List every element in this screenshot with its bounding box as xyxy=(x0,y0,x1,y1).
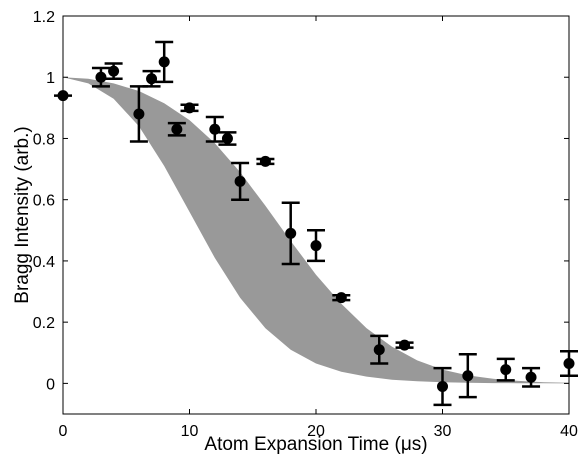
y-axis-label: Bragg Intensity (arb.) xyxy=(12,126,33,303)
x-tick-label: 10 xyxy=(181,423,199,440)
data-marker xyxy=(209,123,221,135)
data-point-2 xyxy=(104,62,123,81)
data-marker xyxy=(184,102,195,114)
y-tick-label: 0 xyxy=(46,376,55,393)
x-tick-label: 20 xyxy=(307,423,325,440)
data-marker xyxy=(158,56,170,68)
data-marker xyxy=(146,73,158,85)
data-marker xyxy=(310,240,322,252)
data-point-14 xyxy=(332,292,351,304)
data-marker xyxy=(437,380,448,392)
data-point-4 xyxy=(142,69,161,88)
data-marker xyxy=(108,65,120,77)
data-point-6 xyxy=(167,121,186,137)
data-marker xyxy=(221,132,233,144)
x-axis-label-main: Atom Expansion Time ( xyxy=(204,434,401,455)
x-tick-label: 30 xyxy=(434,423,452,440)
x-tick-label: 0 xyxy=(59,423,68,440)
x-axis-label: Atom Expansion Time (μs) xyxy=(204,434,427,455)
data-marker xyxy=(234,175,246,187)
data-point-12 xyxy=(281,201,300,266)
x-tick-label: 40 xyxy=(560,423,578,440)
data-point-1 xyxy=(91,66,110,88)
data-points-layer xyxy=(54,40,578,407)
y-tick-label: 0.2 xyxy=(33,315,55,332)
data-marker xyxy=(285,227,297,239)
data-marker xyxy=(335,292,347,304)
data-point-16 xyxy=(395,339,414,351)
data-marker xyxy=(500,364,512,376)
data-marker xyxy=(95,71,107,83)
ticks-layer: 0 10 20 30 40 0 0.2 0.4 0.6 0.8 1 1.2 xyxy=(33,9,578,440)
data-point-18 xyxy=(458,353,477,399)
data-point-11 xyxy=(256,155,275,167)
data-point-7 xyxy=(180,102,199,114)
data-marker xyxy=(259,155,271,167)
data-marker xyxy=(399,339,411,351)
data-marker xyxy=(462,370,474,382)
y-tick-label: 1 xyxy=(46,70,55,87)
theory-band xyxy=(63,77,569,384)
x-axis-label-close: ) xyxy=(421,434,427,455)
y-tick-label: 0.4 xyxy=(33,254,55,271)
y-tick-label: 1.2 xyxy=(33,9,55,26)
data-point-5 xyxy=(155,40,174,84)
data-point-20 xyxy=(522,366,541,388)
data-marker xyxy=(373,344,385,356)
data-point-9 xyxy=(218,131,237,146)
data-point-3 xyxy=(129,85,148,143)
data-marker xyxy=(525,371,537,383)
x-axis-label-unit: μs xyxy=(401,434,421,455)
data-point-19 xyxy=(496,357,515,382)
data-point-13 xyxy=(307,229,325,263)
y-tick-label: 0.8 xyxy=(33,131,55,148)
data-marker xyxy=(133,108,145,120)
data-marker xyxy=(171,123,183,135)
data-point-15 xyxy=(370,334,389,365)
data-point-10 xyxy=(231,161,250,201)
data-point-17 xyxy=(433,366,452,407)
y-tick-label: 0.6 xyxy=(33,193,55,210)
theory-band-layer xyxy=(63,77,569,384)
data-point-8 xyxy=(205,115,224,143)
